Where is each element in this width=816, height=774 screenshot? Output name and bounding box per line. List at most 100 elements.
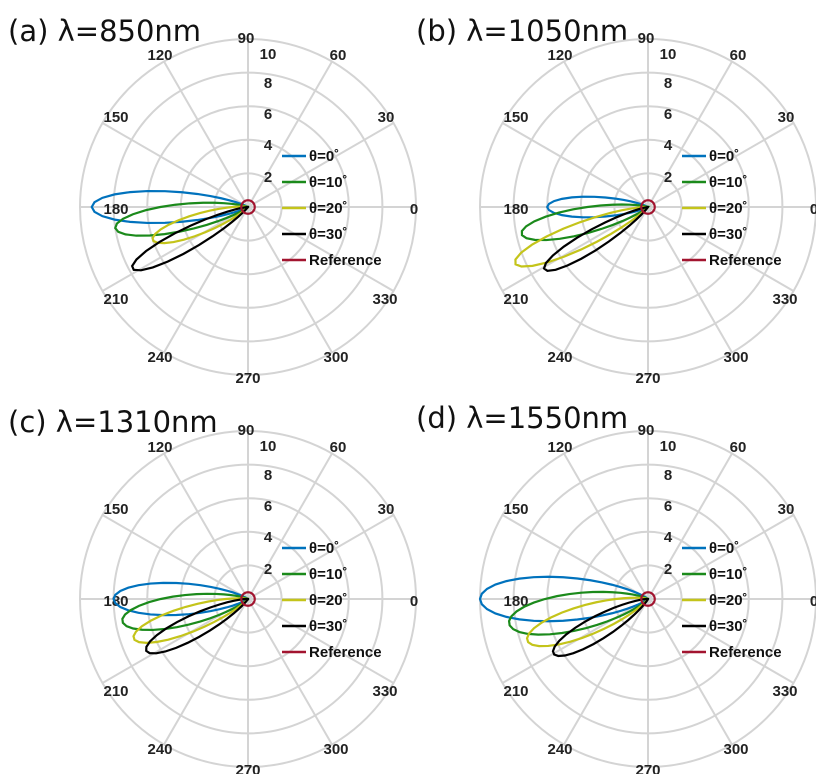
angular-gridline bbox=[647, 122, 794, 208]
series-curve bbox=[640, 199, 656, 215]
radial-tick-label: 8 bbox=[264, 75, 272, 92]
legend-label: θ=30˚ bbox=[709, 618, 748, 635]
radial-tick-label: 2 bbox=[664, 169, 672, 186]
angle-tick-label: 270 bbox=[235, 370, 260, 387]
angle-tick-label: 150 bbox=[503, 501, 528, 518]
angle-tick-label: 60 bbox=[330, 439, 347, 456]
angle-tick-label: 90 bbox=[638, 30, 655, 47]
legend-label: θ=10˚ bbox=[709, 566, 748, 583]
angle-tick-label: 330 bbox=[372, 291, 397, 308]
angle-tick-label: 150 bbox=[503, 109, 528, 126]
polar-panel: (d) λ=1550nm0306090120150180210240270300… bbox=[416, 401, 816, 774]
angular-gridline bbox=[647, 206, 794, 292]
angular-gridline bbox=[247, 206, 333, 353]
panel-title: (b) λ=1050nm bbox=[416, 14, 628, 48]
angular-gridline bbox=[163, 206, 249, 353]
panel-title: (d) λ=1550nm bbox=[416, 401, 628, 435]
angular-gridline bbox=[247, 122, 394, 208]
angle-tick-label: 60 bbox=[730, 47, 747, 64]
legend-label: θ=20˚ bbox=[309, 200, 348, 217]
radial-gridline bbox=[79, 38, 417, 376]
legend-label: θ=10˚ bbox=[309, 174, 348, 191]
angular-gridline bbox=[647, 206, 733, 353]
angle-tick-label: 300 bbox=[723, 741, 748, 758]
radial-gridline bbox=[146, 497, 350, 701]
angle-tick-label: 270 bbox=[635, 370, 660, 387]
radial-gridline bbox=[213, 564, 283, 634]
radial-tick-label: 2 bbox=[264, 169, 272, 186]
polar-panel: (a) λ=850nm03060901201501802102402703003… bbox=[8, 14, 418, 387]
angular-gridline bbox=[102, 514, 249, 600]
angle-tick-label: 240 bbox=[147, 349, 172, 366]
angle-tick-label: 240 bbox=[547, 349, 572, 366]
radial-tick-label: 4 bbox=[264, 529, 273, 546]
angle-tick-label: 180 bbox=[103, 593, 128, 610]
angular-gridline bbox=[247, 61, 333, 208]
series-curve bbox=[525, 596, 650, 648]
series-curve bbox=[240, 591, 256, 607]
angle-tick-label: 270 bbox=[235, 762, 260, 774]
angle-tick-label: 30 bbox=[378, 109, 395, 126]
radial-gridline bbox=[112, 71, 384, 343]
radial-tick-label: 2 bbox=[664, 561, 672, 578]
angular-gridline bbox=[563, 453, 649, 600]
angle-tick-label: 120 bbox=[547, 439, 572, 456]
angle-tick-label: 300 bbox=[323, 741, 348, 758]
angular-gridline bbox=[163, 598, 249, 745]
radial-gridline bbox=[512, 71, 784, 343]
legend-label: θ=10˚ bbox=[309, 566, 348, 583]
angle-tick-label: 120 bbox=[147, 439, 172, 456]
radial-gridline bbox=[179, 138, 317, 276]
angle-tick-label: 240 bbox=[147, 741, 172, 758]
radial-gridline bbox=[213, 172, 283, 242]
series-curve bbox=[542, 205, 650, 272]
angle-tick-label: 330 bbox=[772, 291, 797, 308]
legend-label: Reference bbox=[709, 252, 782, 269]
angular-gridline bbox=[163, 61, 249, 208]
angular-gridline bbox=[563, 598, 649, 745]
angle-tick-label: 90 bbox=[238, 422, 255, 439]
radial-gridline bbox=[613, 172, 683, 242]
angular-gridline bbox=[163, 453, 249, 600]
panel-title: (a) λ=850nm bbox=[8, 14, 201, 48]
radial-tick-label: 10 bbox=[660, 46, 677, 63]
angular-gridline bbox=[247, 598, 394, 684]
angular-gridline bbox=[647, 514, 794, 600]
radial-tick-label: 4 bbox=[664, 529, 673, 546]
angle-tick-label: 330 bbox=[372, 683, 397, 700]
angle-tick-label: 180 bbox=[503, 593, 528, 610]
radial-gridline bbox=[179, 530, 317, 668]
angular-gridline bbox=[502, 514, 649, 600]
radial-tick-label: 6 bbox=[664, 106, 672, 123]
angular-gridline bbox=[502, 122, 649, 208]
legend-label: θ=30˚ bbox=[309, 618, 348, 635]
polar-panel: (b) λ=1050nm0306090120150180210240270300… bbox=[416, 14, 816, 387]
radial-tick-label: 4 bbox=[264, 137, 273, 154]
angular-gridline bbox=[247, 453, 333, 600]
angle-tick-label: 330 bbox=[772, 683, 797, 700]
legend-label: θ=10˚ bbox=[709, 174, 748, 191]
angular-gridline bbox=[647, 453, 733, 600]
legend-label: θ=20˚ bbox=[709, 200, 748, 217]
radial-tick-label: 2 bbox=[264, 561, 272, 578]
angle-tick-label: 60 bbox=[730, 439, 747, 456]
angle-tick-label: 150 bbox=[103, 501, 128, 518]
angle-tick-label: 90 bbox=[638, 422, 655, 439]
angle-tick-label: 240 bbox=[547, 741, 572, 758]
radial-tick-label: 10 bbox=[660, 438, 677, 455]
legend-label: Reference bbox=[309, 644, 382, 661]
series-curve bbox=[132, 597, 250, 644]
radial-tick-label: 4 bbox=[664, 137, 673, 154]
angle-tick-label: 180 bbox=[503, 201, 528, 218]
angle-tick-label: 30 bbox=[378, 501, 395, 518]
radial-tick-label: 10 bbox=[260, 438, 277, 455]
radial-gridline bbox=[579, 530, 717, 668]
angular-gridline bbox=[563, 61, 649, 208]
radial-tick-label: 10 bbox=[260, 46, 277, 63]
radial-tick-label: 8 bbox=[264, 467, 272, 484]
radial-gridline bbox=[512, 463, 784, 735]
angle-tick-label: 0 bbox=[810, 593, 816, 610]
angle-tick-label: 210 bbox=[103, 291, 128, 308]
angle-tick-label: 210 bbox=[503, 683, 528, 700]
